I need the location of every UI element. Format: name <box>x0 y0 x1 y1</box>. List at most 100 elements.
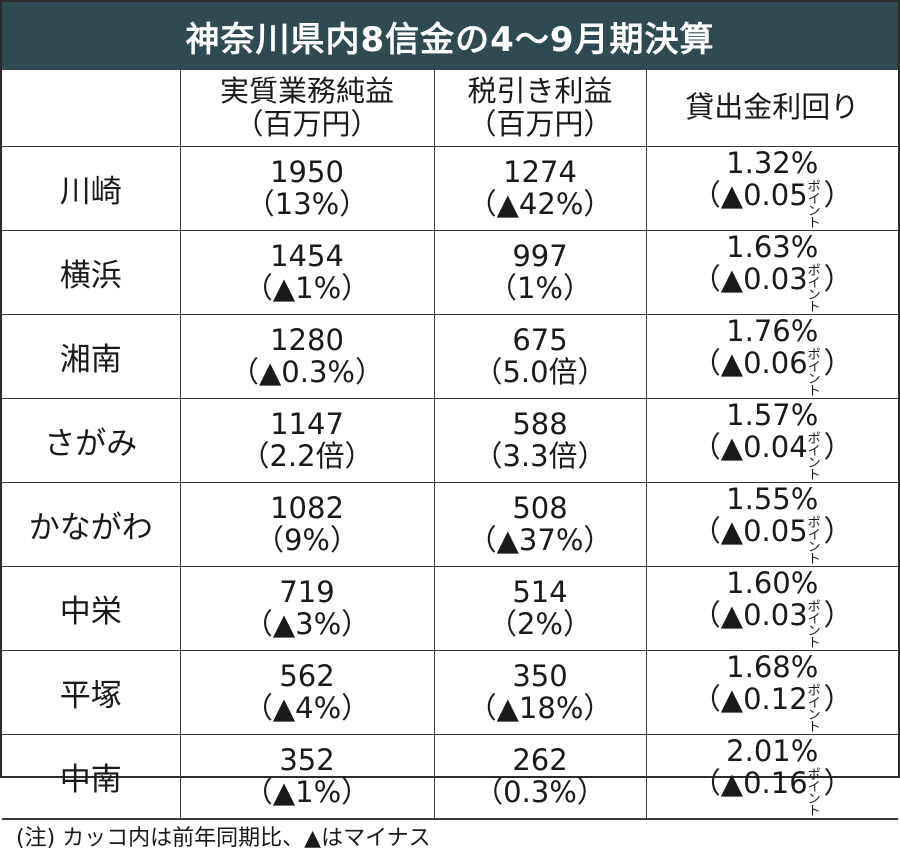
operating-profit-cell: 352 （▲1%） <box>179 733 435 819</box>
loan-yield-cell: 1.57% （▲0.04ポイント） <box>645 397 898 483</box>
bank-name: 湘南 <box>59 341 122 378</box>
bank-name: かながわ <box>28 509 153 546</box>
net-profit-cell: 262 （0.3%） <box>433 733 647 819</box>
loan-yield-change-close: ） <box>823 765 853 800</box>
table-row: 川崎 1950 （13%） 1274 （▲42%） 1.32% （▲0.05ポイント） <box>2 145 899 231</box>
bank-name: 中南 <box>59 761 122 798</box>
operating-profit-change: （▲0.3%） <box>230 355 384 389</box>
operating-profit-value: 1950 <box>270 155 344 189</box>
loan-yield-value: 1.32% <box>726 145 819 180</box>
net-profit-change: （3.3倍） <box>473 439 607 473</box>
loan-yield-change-close: ） <box>823 681 853 716</box>
header-unit: （百万円） <box>467 106 613 141</box>
header-cell-net-profit: 税引き利益 （百万円） <box>433 70 647 147</box>
header-cell-bank <box>2 70 181 147</box>
net-profit-value: 262 <box>512 743 568 777</box>
loan-yield-change-close: ） <box>823 177 853 212</box>
table-body: 川崎 1950 （13%） 1274 （▲42%） 1.32% （▲0.05ポイント） 横浜 1… <box>2 145 899 819</box>
loan-yield-change-number: （▲0.03 <box>691 597 808 632</box>
operating-profit-change: （▲3%） <box>243 607 371 641</box>
net-profit-cell: 508 （▲37%） <box>433 481 647 567</box>
loan-yield-change-number: （▲0.05 <box>691 513 808 548</box>
loan-yield-change: （▲0.05ポイント） <box>647 515 899 566</box>
loan-yield-change-number: （▲0.04 <box>691 429 808 464</box>
header-unit: （百万円） <box>234 106 380 141</box>
loan-yield-cell: 1.55% （▲0.05ポイント） <box>645 481 899 567</box>
results-table: 実質業務純益 （百万円） 税引き利益 （百万円） 貸出金利回り 川崎 1950 （1… <box>2 70 898 819</box>
operating-profit-change: （2.2倍） <box>240 439 374 473</box>
loan-yield-change-close: ） <box>823 513 853 548</box>
net-profit-cell: 588 （3.3倍） <box>433 397 647 483</box>
loan-yield-value: 1.57% <box>726 397 819 432</box>
header-row: 実質業務純益 （百万円） 税引き利益 （百万円） 貸出金利回り <box>2 70 898 147</box>
point-unit-label: ポイント <box>807 347 821 399</box>
operating-profit-change: （9%） <box>254 523 359 557</box>
net-profit-value: 350 <box>512 659 568 693</box>
loan-yield-change-close: ） <box>823 345 853 380</box>
operating-profit-value: 1280 <box>270 323 344 357</box>
loan-yield-value: 1.60% <box>726 565 819 600</box>
point-unit-label: ポイント <box>807 179 821 231</box>
header-label: 税引き利益 <box>467 73 613 108</box>
bank-name-cell: 川崎 <box>2 145 181 231</box>
point-unit-label: ポイント <box>807 599 821 651</box>
loan-yield-change: （▲0.05ポイント） <box>647 179 899 230</box>
net-profit-change: （▲42%） <box>467 187 613 221</box>
loan-yield-value: 1.63% <box>726 229 819 264</box>
loan-yield-change: （▲0.03ポイント） <box>647 263 899 314</box>
loan-yield-change-close: ） <box>823 261 853 296</box>
net-profit-value: 588 <box>512 407 568 441</box>
operating-profit-cell: 1280 （▲0.3%） <box>179 313 435 399</box>
operating-profit-change: （▲1%） <box>243 775 371 809</box>
table-row: 中栄 719 （▲3%） 514 （2%） 1.60% （▲0.03ポイント） <box>2 565 898 651</box>
loan-yield-value: 1.68% <box>726 649 819 684</box>
bank-name: 横浜 <box>59 257 122 294</box>
operating-profit-change: （13%） <box>245 187 369 221</box>
loan-yield-change: （▲0.16ポイント） <box>647 767 899 818</box>
net-profit-value: 997 <box>512 239 568 273</box>
loan-yield-value: 2.01% <box>726 733 819 768</box>
operating-profit-change: （▲1%） <box>243 271 371 305</box>
table-row: 横浜 1454 （▲1%） 997 （1%） 1.63% （▲0.03ポイント） <box>2 229 899 315</box>
loan-yield-cell: 1.60% （▲0.03ポイント） <box>645 565 898 651</box>
table-row: 中南 352 （▲1%） 262 （0.3%） 2.01% （▲0.16ポイント） <box>2 733 899 819</box>
operating-profit-value: 719 <box>279 575 335 609</box>
operating-profit-cell: 1454 （▲1%） <box>179 229 435 315</box>
operating-profit-cell: 719 （▲3%） <box>179 565 435 651</box>
operating-profit-cell: 1950 （13%） <box>179 145 435 231</box>
operating-profit-cell: 1147 （2.2倍） <box>179 397 435 483</box>
table-row: 湘南 1280 （▲0.3%） 675 （5.0倍） 1.76% （▲0.06ポイント） <box>2 313 899 399</box>
net-profit-change: （0.3%） <box>474 775 606 809</box>
loan-yield-change-number: （▲0.12 <box>691 681 808 716</box>
net-profit-cell: 350 （▲18%） <box>433 649 647 735</box>
point-unit-label: ポイント <box>807 515 821 567</box>
net-profit-change: （2%） <box>487 607 592 641</box>
footnote: (注) カッコ内は前年同期比、▲はマイナス <box>2 818 898 853</box>
bank-name: 平塚 <box>59 677 122 714</box>
loan-yield-value: 1.55% <box>726 481 819 516</box>
net-profit-change: （5.0倍） <box>473 355 607 389</box>
operating-profit-value: 562 <box>279 659 335 693</box>
loan-yield-value: 1.76% <box>726 313 819 348</box>
net-profit-change: （1%） <box>487 271 592 305</box>
header-label: 貸出金利回り <box>685 90 860 125</box>
bank-name-cell: かながわ <box>2 481 181 567</box>
table-row: さがみ 1147 （2.2倍） 588 （3.3倍） 1.57% （▲0.04ポイント） <box>2 397 898 483</box>
header-cell-operating-profit: 実質業務純益 （百万円） <box>179 70 435 147</box>
loan-yield-change: （▲0.12ポイント） <box>647 683 899 734</box>
loan-yield-change-close: ） <box>823 429 853 464</box>
net-profit-cell: 1274 （▲42%） <box>433 145 647 231</box>
point-unit-label: ポイント <box>807 767 821 819</box>
operating-profit-cell: 562 （▲4%） <box>179 649 435 735</box>
loan-yield-cell: 1.76% （▲0.06ポイント） <box>645 313 899 399</box>
point-unit-label: ポイント <box>807 683 821 735</box>
bank-name: さがみ <box>44 425 138 462</box>
net-profit-value: 514 <box>512 575 568 609</box>
net-profit-cell: 514 （2%） <box>433 565 647 651</box>
loan-yield-change: （▲0.06ポイント） <box>647 347 899 398</box>
loan-yield-change-number: （▲0.03 <box>691 261 808 296</box>
bank-name-cell: 湘南 <box>2 313 181 399</box>
operating-profit-value: 1454 <box>270 239 344 273</box>
net-profit-value: 675 <box>512 323 568 357</box>
